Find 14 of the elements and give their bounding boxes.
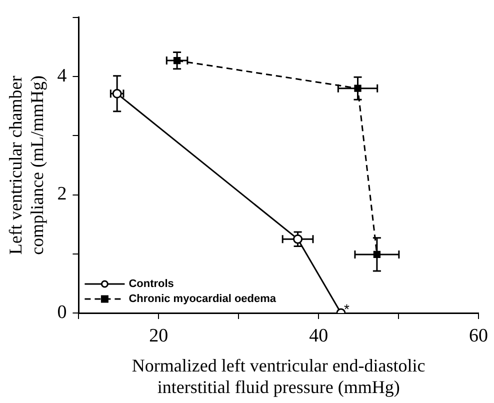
x-tick-label: 20 (149, 325, 168, 346)
x-tick-label: 40 (309, 325, 328, 346)
y-tick-label: 4 (57, 66, 68, 87)
y-axis-title: Left ventricular chamber compliance (mL/mmHg) (6, 75, 48, 255)
annotation: * (344, 300, 350, 317)
point (173, 56, 181, 64)
legend-label: Controls (128, 278, 174, 290)
point (354, 84, 362, 92)
point (373, 250, 381, 258)
legend-label: Chronic myocardial oedema (128, 293, 277, 306)
x-tick-label: 60 (469, 325, 488, 346)
y-tick-label: 0 (57, 302, 67, 323)
y-tick-label: 2 (57, 184, 67, 205)
x-axis-title: Normalized left ventricular end-diastolic interstitial fluid pressure (mmHg) (132, 355, 426, 397)
